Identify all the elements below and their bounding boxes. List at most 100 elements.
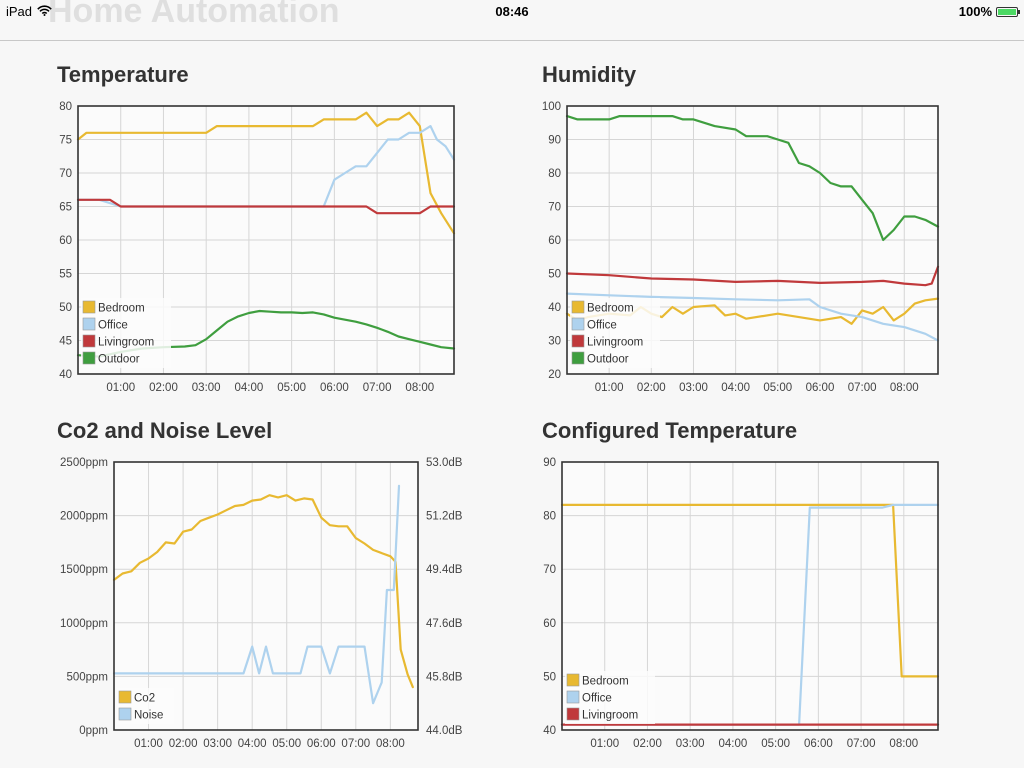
nav-divider (0, 40, 1024, 41)
humidity-chart-title: Humidity (542, 62, 637, 87)
configured-temperature-plot-border (561, 461, 939, 731)
co2-noise-plot-area (114, 462, 418, 730)
configured-temperature-x-tick-label: 03:00 (676, 738, 705, 750)
co2-noise-y2-tick-label: 47.6dB (426, 618, 463, 630)
humidity-y-tick-label: 50 (548, 269, 561, 281)
co2-noise-x-tick-label: 02:00 (169, 738, 198, 750)
temperature-legend-swatch-outdoor (82, 351, 96, 365)
configured-temperature-x-tick-label: 04:00 (719, 738, 748, 750)
battery-percent: 100% (958, 4, 992, 19)
configured-temperature-x-tick-label: 05:00 (761, 738, 790, 750)
status-bar: Home Automation iPad 08:46 100% (0, 0, 1024, 30)
temperature-chart-title: Temperature (57, 62, 189, 87)
humidity-y-tick-label: 70 (548, 202, 561, 214)
co2-noise-legend-swatch-co2 (118, 690, 132, 704)
co2-noise-y-tick-label: 1000ppm (60, 618, 108, 630)
humidity-series-livingroom (565, 265, 940, 287)
configured-temperature-legend-label-bedroom: Bedroom (582, 676, 629, 688)
humidity-legend-swatch-office (571, 317, 585, 331)
humidity-x-tick-label: 08:00 (890, 382, 919, 394)
temperature-y-tick-label: 65 (59, 202, 72, 214)
humidity-series-office (565, 292, 940, 342)
co2-noise-y-tick-label: 2500ppm (60, 457, 108, 469)
co2-noise-y2-tick-label: 44.0dB (426, 725, 463, 737)
configured-temperature-y-tick-label: 90 (543, 457, 556, 469)
configured-temperature-x-tick-label: 08:00 (889, 738, 918, 750)
humidity-legend-swatch-bedroom (571, 300, 585, 314)
co2-noise-x-tick-label: 06:00 (307, 738, 336, 750)
co2-noise-y2-tick-label: 53.0dB (426, 457, 463, 469)
co2-noise-y2-tick-label: 45.8dB (426, 671, 463, 683)
configured-temperature-y-tick-label: 50 (543, 671, 556, 683)
battery-tip (1018, 9, 1020, 14)
configured-temperature-chart-title: Configured Temperature (542, 418, 798, 443)
humidity-y-tick-label: 90 (548, 135, 561, 147)
device-label: iPad (6, 4, 33, 19)
configured-temperature-x-tick-label: 07:00 (847, 738, 876, 750)
humidity-y-tick-label: 20 (548, 369, 561, 381)
configured-temperature-x-tick-label: 01:00 (590, 738, 619, 750)
humidity-x-tick-label: 05:00 (763, 382, 792, 394)
configured-temperature-y-tick-label: 80 (543, 511, 556, 523)
status-time: 08:46 (495, 4, 529, 19)
configured-temperature-x-tick-label: 02:00 (633, 738, 662, 750)
temperature-x-tick-label: 03:00 (192, 382, 221, 394)
status-right: 100% (958, 4, 1020, 19)
wifi-icon (37, 4, 52, 19)
co2-noise-x-tick-label: 01:00 (134, 738, 163, 750)
temperature-series-outdoor (76, 309, 456, 358)
temperature-legend-swatch-office (82, 317, 96, 331)
temperature-x-tick-label: 06:00 (320, 382, 349, 394)
temperature-legend-label-outdoor: Outdoor (98, 354, 140, 366)
humidity-plot-border (566, 105, 939, 375)
humidity-y-tick-label: 40 (548, 302, 561, 314)
co2-noise-chart-title: Co2 and Noise Level (57, 418, 273, 443)
configured-temperature-legend-label-livingroom: Livingroom (582, 710, 638, 722)
humidity-legend-bg (570, 298, 660, 368)
temperature-legend-swatch-bedroom (82, 300, 96, 314)
humidity-x-tick-label: 01:00 (595, 382, 624, 394)
humidity-y-tick-label: 80 (548, 168, 561, 180)
co2-noise-series-co2 (112, 494, 414, 689)
humidity-legend-swatch-outdoor (571, 351, 585, 365)
humidity-series-outdoor (565, 114, 940, 242)
co2-noise-legend-label-co2: Co2 (134, 693, 155, 705)
temperature-x-tick-label: 08:00 (405, 382, 434, 394)
configured-temperature-legend-swatch-livingroom (566, 707, 580, 721)
co2-noise-x-tick-label: 07:00 (341, 738, 370, 750)
co2-noise-y-tick-label: 0ppm (79, 725, 108, 737)
co2-noise-legend-label-noise: Noise (134, 710, 163, 722)
humidity-legend-label-bedroom: Bedroom (587, 303, 634, 315)
configured-temperature-y-tick-label: 60 (543, 618, 556, 630)
configured-temperature-legend-bg (565, 671, 655, 724)
temperature-plot-border (77, 105, 455, 375)
humidity-legend-label-office: Office (587, 320, 617, 332)
temperature-legend-label-bedroom: Bedroom (98, 303, 145, 315)
temperature-y-tick-label: 75 (59, 135, 72, 147)
humidity-x-tick-label: 02:00 (637, 382, 666, 394)
temperature-x-tick-label: 05:00 (277, 382, 306, 394)
co2-noise-y2-tick-label: 51.2dB (426, 511, 463, 523)
temperature-y-tick-label: 55 (59, 269, 72, 281)
humidity-legend-swatch-livingroom (571, 334, 585, 348)
co2-noise-y-tick-label: 1500ppm (60, 564, 108, 576)
humidity-legend-label-outdoor: Outdoor (587, 354, 629, 366)
battery-fill (998, 8, 1016, 15)
configured-temperature-legend-label-office: Office (582, 693, 612, 705)
temperature-x-tick-label: 07:00 (363, 382, 392, 394)
humidity-y-tick-label: 60 (548, 235, 561, 247)
configured-temperature-y-tick-label: 70 (543, 564, 556, 576)
configured-temperature-x-tick-label: 06:00 (804, 738, 833, 750)
temperature-x-tick-label: 04:00 (235, 382, 264, 394)
humidity-x-tick-label: 07:00 (848, 382, 877, 394)
co2-noise-y2-tick-label: 49.4dB (426, 564, 463, 576)
app-title: Home Automation (48, 0, 340, 30)
co2-noise-y-tick-label: 500ppm (66, 671, 108, 683)
humidity-x-tick-label: 03:00 (679, 382, 708, 394)
humidity-y-tick-label: 100 (542, 101, 561, 113)
temperature-x-tick-label: 02:00 (149, 382, 178, 394)
temperature-series-bedroom (76, 111, 456, 235)
configured-temperature-y-tick-label: 40 (543, 725, 556, 737)
co2-noise-x-tick-label: 05:00 (272, 738, 301, 750)
